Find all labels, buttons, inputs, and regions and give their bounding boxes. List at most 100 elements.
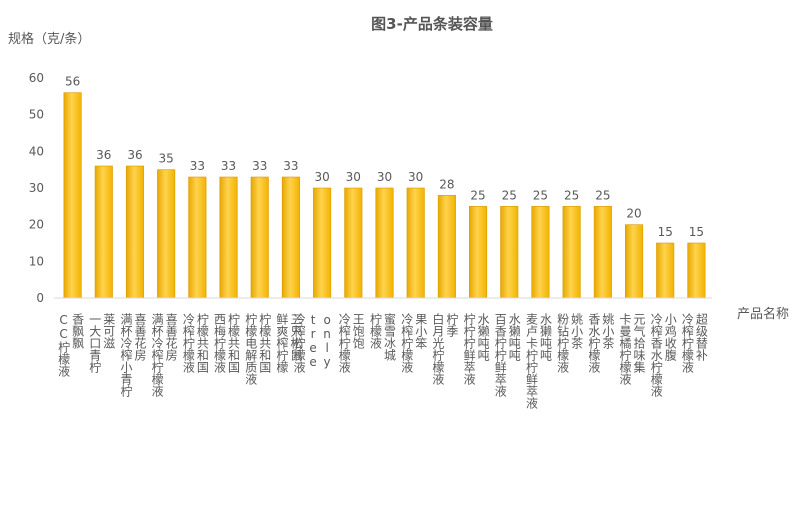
- bar: [188, 176, 207, 299]
- category-label: 王饱饱: [351, 313, 365, 349]
- category-label-line2: 鲜爽榨柠檬: [275, 313, 289, 374]
- category-label: 蜜雪冰城: [383, 312, 397, 362]
- bar: [656, 242, 675, 299]
- data-label: 56: [65, 75, 80, 89]
- data-labels: 56 36 36 35 33 33 33 33 30 30 30 30 28 25 25 25 25 25 20 15…: [65, 75, 704, 239]
- y-tick-label: 30: [29, 181, 44, 195]
- y-tick-label: 50: [29, 108, 44, 122]
- category-label: 柠檬共和国: [258, 312, 272, 373]
- data-label: 35: [159, 152, 174, 166]
- y-tick-label: 0: [36, 291, 44, 305]
- category-label: 元气拾味集: [632, 313, 646, 373]
- bar: [437, 195, 456, 299]
- category-label-line2: 一大口青柠: [88, 313, 102, 373]
- bar-series: [63, 92, 706, 299]
- category-label: 柠檬共和国: [227, 312, 241, 373]
- category-label-line2: tree: [306, 313, 320, 369]
- data-label: 20: [626, 207, 641, 221]
- data-label: 36: [127, 148, 142, 162]
- bar: [687, 242, 706, 299]
- category-label: 水獭吨吨: [538, 313, 552, 361]
- data-label: 33: [190, 159, 205, 173]
- category-label: 香飘飘: [71, 313, 85, 350]
- category-label-line2: 柠柠柠鲜萃液: [462, 312, 476, 385]
- category-label: only: [320, 313, 334, 369]
- category-label: 喜善花房: [164, 313, 178, 361]
- category-label: 小鸡收腹: [663, 313, 677, 362]
- category-label: 水獭吨吨: [507, 313, 521, 361]
- data-label: 15: [689, 225, 704, 239]
- category-label-line2: 冷榨柠檬液: [292, 313, 306, 373]
- data-label: 25: [470, 188, 485, 202]
- category-label: 柠季: [445, 312, 459, 338]
- bar: [344, 187, 363, 299]
- category-label: 三只松鼠: [289, 313, 303, 361]
- data-label: 30: [314, 170, 329, 184]
- category-label-line2: 冷榨柠檬液: [181, 313, 195, 373]
- data-label: 30: [346, 170, 361, 184]
- data-label: 33: [221, 159, 236, 173]
- category-label-line2: 冷榨柠檬液: [337, 313, 351, 373]
- data-label: 15: [658, 225, 673, 239]
- category-label: 姚小茶: [601, 313, 615, 349]
- bar: [593, 206, 612, 299]
- category-label-line2: 冷榨香水柠檬液: [649, 313, 663, 397]
- data-label: 33: [252, 159, 267, 173]
- category-label: 姚小茶: [570, 313, 584, 349]
- data-label: 25: [502, 188, 517, 202]
- category-label-line2: 麦卢卡柠柠鲜萃液: [524, 313, 538, 409]
- y-axis: 0 10 20 30 40 50 60: [29, 71, 44, 305]
- bar: [531, 206, 550, 299]
- bar: [406, 187, 425, 299]
- data-label: 28: [439, 177, 454, 191]
- y-tick-label: 40: [29, 144, 44, 158]
- bar: [281, 176, 300, 299]
- category-label: 超级替补: [694, 312, 708, 361]
- category-label-line2: CC柠檬液: [57, 313, 71, 377]
- bar: [125, 165, 145, 299]
- bar: [250, 176, 269, 299]
- data-label: 33: [283, 159, 298, 173]
- y-tick-label: 10: [29, 254, 44, 268]
- data-label: 30: [377, 170, 392, 184]
- category-label: 柠檬共和国: [195, 312, 209, 373]
- y-tick-label: 20: [29, 218, 44, 232]
- data-label: 25: [564, 188, 579, 202]
- bar: [500, 206, 519, 299]
- category-label: 水獭吨吨: [476, 313, 490, 361]
- bar: [94, 165, 113, 299]
- bar: [469, 206, 488, 299]
- category-label-line2: 粉钻柠檬液: [556, 313, 570, 373]
- chart-title: 图3-产品条装容量: [371, 15, 493, 33]
- category-label-line2: 冷榨柠檬液: [680, 313, 694, 373]
- bar: [157, 169, 176, 299]
- category-label-line2: 香水柠檬液: [587, 313, 601, 373]
- category-label-line2: 满杯冷榨柠檬液: [150, 313, 164, 397]
- category-label: 莱可滋: [102, 313, 116, 349]
- data-label: 36: [96, 148, 111, 162]
- category-label-line2: 冷榨柠檬液: [400, 313, 414, 373]
- data-label: 25: [533, 188, 548, 202]
- category-label: 果小笨: [414, 313, 428, 349]
- bar: [375, 187, 394, 299]
- bar: [219, 176, 238, 299]
- category-label-line2: 百香柠柠鲜萃液: [493, 313, 507, 397]
- bar: [624, 224, 644, 299]
- bar: [562, 206, 581, 299]
- category-label-line2: 柠檬液: [369, 312, 383, 349]
- data-label: 25: [595, 188, 610, 202]
- y-axis-label: 规格（克/条）: [8, 31, 90, 47]
- bar: [313, 187, 332, 299]
- data-label: 30: [408, 170, 423, 184]
- category-label-line2: 白月光柠檬液: [431, 312, 445, 385]
- category-label-line2: 西梅柠檬液: [213, 313, 227, 373]
- category-label-line2: 满杯冷榨小青柠: [119, 313, 133, 397]
- bar: [63, 92, 82, 299]
- category-label-line2: 卡曼橘柠檬液: [618, 313, 632, 385]
- category-label-line2: 柠檬电解质液: [244, 312, 258, 385]
- x-axis-label: 产品名称: [737, 306, 789, 322]
- y-tick-label: 60: [29, 71, 44, 85]
- category-label: 喜善花房: [133, 313, 147, 361]
